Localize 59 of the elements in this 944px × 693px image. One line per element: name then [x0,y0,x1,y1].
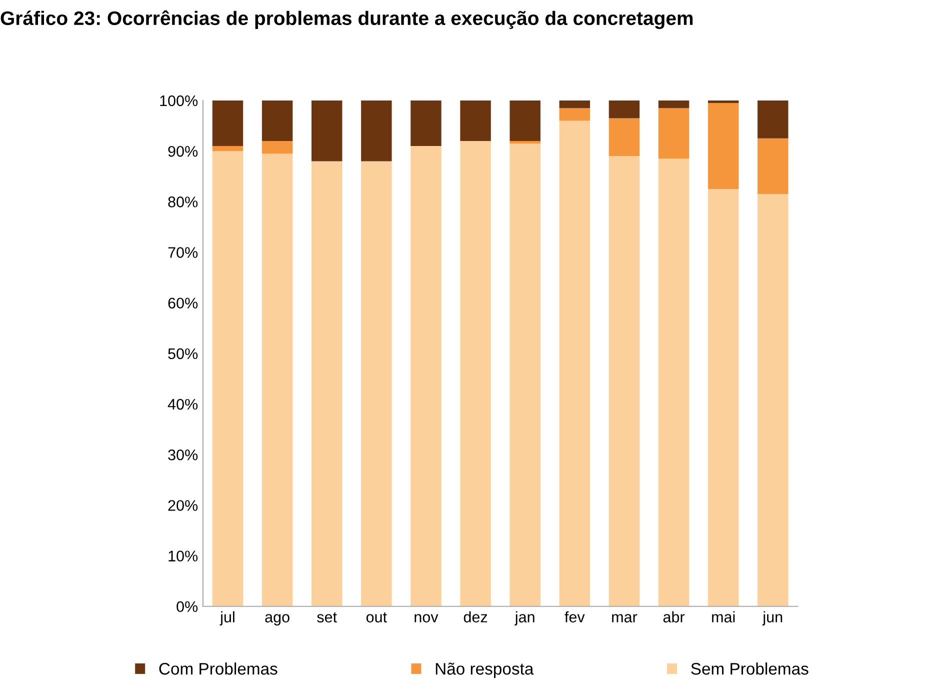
x-tick-label: jul [220,611,234,626]
bar [361,161,392,606]
bar [608,156,640,606]
bar [608,100,640,118]
y-tick-label: 80% [168,196,198,208]
bar [460,140,491,606]
bar [758,194,788,606]
bar [311,100,342,162]
bar [559,100,590,108]
bar [608,118,640,156]
bar [658,100,690,108]
bar [559,120,590,606]
bar [262,140,293,154]
x-tick-label: dez [464,611,488,622]
x-tick-label: abr [663,611,685,622]
y-tick-label: 50% [168,348,198,360]
y-tick-label: 30% [168,449,198,460]
legend-label: Não resposta [436,662,534,678]
bar [410,100,442,146]
bar [510,100,540,141]
chart-title: Gráfico 23: Ocorrências de problemas durante a execução da concretagem [0,10,693,30]
y-tick-label: 20% [168,500,198,511]
y-tick-label: 90% [168,146,198,157]
x-tick-label: nov [414,614,438,622]
bar [758,138,788,194]
x-tick-label: out [366,612,387,622]
bar [311,161,342,606]
bar [708,189,739,606]
bar [262,100,293,141]
bar [262,154,293,606]
bar [658,158,690,606]
bar [460,100,491,141]
x-tick-label: mai [712,611,735,622]
bar [658,108,690,159]
bar [410,146,442,606]
legend-label: Sem Problemas [691,662,808,675]
x-tick-label: jun [762,611,782,626]
legend-label: Com Problemas [159,662,278,675]
bar [708,103,739,190]
x-tick-label: jan [514,611,534,626]
bar [212,146,244,152]
y-tick-label: 70% [168,247,198,258]
x-tick-label: ago [265,614,290,626]
y-tick-label: 10% [168,550,198,562]
bar [212,151,244,606]
x-tick-label: set [317,612,337,622]
bar [510,140,540,144]
y-tick-label: 0% [176,601,198,612]
bar [361,100,392,162]
y-tick-label: 100% [160,95,198,106]
y-tick-label: 40% [168,398,198,410]
x-tick-label: fev [564,611,585,622]
bar [559,108,590,121]
x-tick-label: mar [612,614,638,622]
y-tick-label: 60% [168,298,198,309]
bar [708,100,739,104]
bar [510,143,540,606]
bar [758,100,788,138]
bar [212,100,244,146]
